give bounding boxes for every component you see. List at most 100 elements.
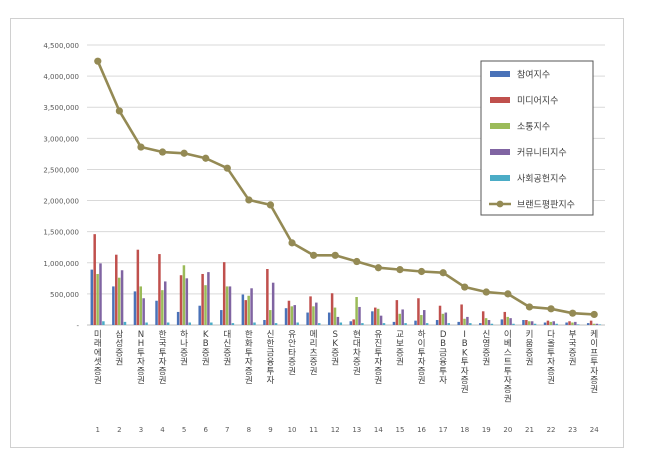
bar: [306, 312, 309, 325]
bar: [112, 286, 115, 325]
x-rank-label: 6: [203, 426, 208, 434]
gridlines: [87, 44, 605, 326]
bar: [185, 278, 189, 325]
x-rank-label: 12: [331, 426, 340, 434]
bar: [546, 320, 550, 325]
x-rank-label: 1: [96, 426, 100, 434]
bar: [231, 323, 235, 325]
line-point: [439, 269, 447, 277]
bar: [274, 323, 278, 325]
bar: [93, 234, 96, 325]
bar: [503, 311, 507, 325]
legend-swatch: [490, 97, 510, 103]
bar: [525, 320, 528, 325]
x-rank-label: 15: [395, 426, 404, 434]
x-rank-label: 20: [503, 426, 512, 434]
bar: [466, 316, 469, 325]
x-rank-label: 3: [139, 426, 143, 434]
bar: [441, 313, 445, 325]
bar: [506, 316, 509, 325]
bar: [136, 249, 140, 325]
bar: [247, 295, 250, 325]
bar: [552, 321, 555, 325]
bar: [374, 307, 377, 325]
bar: [404, 323, 407, 325]
line-point: [417, 267, 426, 276]
bar: [349, 321, 353, 325]
bar: [339, 322, 343, 325]
bar: [355, 297, 358, 325]
bar: [220, 310, 223, 325]
bar: [317, 323, 321, 325]
legend-label: 사회공헌지수: [517, 174, 567, 185]
bar: [484, 318, 488, 325]
bar: [435, 320, 439, 325]
line-point: [590, 310, 598, 319]
y-tick-label: 2,500,000: [43, 166, 79, 174]
bar: [176, 311, 180, 325]
bar: [269, 310, 272, 325]
bar: [392, 321, 396, 325]
x-rank-label: 19: [482, 426, 491, 434]
line-path: [96, 60, 595, 316]
bar: [293, 305, 296, 325]
y-tick-label: 2,000,000: [43, 198, 79, 206]
bar: [117, 277, 121, 325]
bar: [120, 270, 124, 325]
bar: [414, 320, 417, 325]
line-point: [94, 57, 102, 65]
bar: [420, 315, 423, 325]
bar: [444, 312, 448, 325]
line-point: [202, 154, 210, 162]
bar: [509, 318, 512, 325]
line-point: [331, 251, 339, 259]
bar: [382, 323, 386, 325]
chart-frame: - 500,000 1,000,000 1,500,000 2,000,000 2,500…: [10, 18, 624, 448]
bar: [222, 262, 226, 325]
bar: [358, 306, 361, 325]
bar: [284, 308, 288, 325]
bar: [522, 320, 525, 325]
y-tick-label: 3,500,000: [43, 104, 79, 112]
bar: [163, 281, 167, 325]
bar: [463, 318, 466, 325]
bar: [379, 315, 383, 325]
bar: [425, 323, 429, 325]
line-point: [310, 251, 318, 259]
bar: [543, 322, 547, 325]
line-point: [461, 283, 469, 291]
bar: [115, 254, 118, 325]
bar: [266, 269, 269, 325]
y-axis-ticks: - 500,000 1,000,000 1,500,000 2,000,000 2,500…: [43, 42, 79, 330]
bar: [333, 307, 337, 325]
bar: [592, 323, 596, 325]
x-rank-label: 9: [268, 426, 272, 434]
chart-svg: - 500,000 1,000,000 1,500,000 2,000,000 2,500…: [43, 42, 605, 434]
legend-marker: [496, 200, 504, 208]
line-point: [115, 107, 123, 115]
legend-label: 브랜드평판지수: [517, 200, 575, 211]
bar: [500, 319, 504, 325]
bar: [487, 320, 491, 325]
legend-swatch: [490, 123, 510, 129]
x-rank-label: 7: [225, 426, 229, 434]
x-rank-label: 14: [374, 426, 383, 434]
bar: [90, 269, 94, 325]
bar: [395, 300, 399, 325]
line-point: [137, 143, 145, 151]
bar: [166, 322, 170, 325]
x-rank-label: 17: [439, 426, 448, 434]
bar: [460, 304, 463, 325]
bar: [133, 291, 137, 325]
bar: [398, 313, 402, 325]
